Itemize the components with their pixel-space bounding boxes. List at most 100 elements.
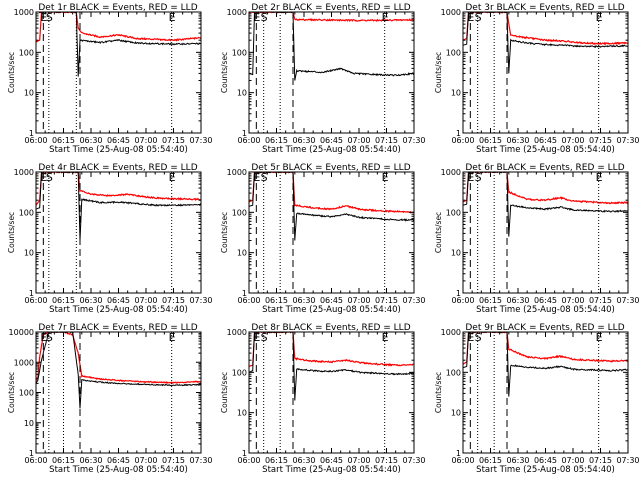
x-tick-label: 06:45 xyxy=(320,136,343,145)
x-tick-label: 07:00 xyxy=(134,136,157,145)
y-tick-label: 10 xyxy=(24,249,34,258)
y-tick-label: 100 xyxy=(446,208,461,217)
chart-title: Det 4r BLACK = Events, RED = LLD xyxy=(38,163,197,173)
time-marker-label: E xyxy=(253,331,260,344)
y-tick-label: 1 xyxy=(29,449,34,458)
x-tick-label: 06:00 xyxy=(451,296,474,305)
x-tick-label: 06:30 xyxy=(292,456,315,465)
y-tick-label: 100 xyxy=(19,389,34,398)
chart-title: Det 1r BLACK = Events, RED = LLD xyxy=(38,3,197,13)
y-tick-label: 1 xyxy=(456,449,461,458)
time-marker-label: E xyxy=(253,171,260,184)
x-tick-label: 06:45 xyxy=(534,136,557,145)
x-axis-label: Start Time (25-Aug-08 05:54:40) xyxy=(476,145,615,155)
y-tick-label: 1000 xyxy=(14,168,34,177)
x-tick-label: 06:00 xyxy=(237,136,260,145)
x-tick-label: 06:45 xyxy=(320,296,343,305)
x-tick-label: 07:30 xyxy=(189,296,212,305)
x-tick-label: 06:45 xyxy=(107,296,130,305)
x-axis-label: Start Time (25-Aug-08 05:54:40) xyxy=(262,305,401,315)
time-marker-label: E xyxy=(169,11,176,24)
y-axis-label: Counts/sec xyxy=(434,372,443,413)
y-tick-label: 1 xyxy=(242,129,247,138)
x-tick-label: 07:30 xyxy=(402,296,425,305)
x-tick-label: 07:15 xyxy=(375,296,398,305)
y-tick-label: 10 xyxy=(24,419,34,428)
y-axis-label: Counts/sec xyxy=(220,372,229,413)
y-tick-label: 100 xyxy=(19,48,34,57)
time-marker-label: S xyxy=(46,11,53,24)
y-tick-label: 1 xyxy=(242,289,247,298)
x-tick-label: 06:15 xyxy=(265,456,288,465)
x-tick-label: 07:00 xyxy=(561,136,584,145)
plot-frame xyxy=(35,171,202,294)
events-series-line xyxy=(36,12,201,77)
plot-frame xyxy=(248,171,415,294)
x-tick-label: 06:00 xyxy=(451,456,474,465)
y-tick-label: 1000 xyxy=(441,8,461,17)
lld-series-line xyxy=(249,12,414,23)
y-axis-label: Counts/sec xyxy=(220,212,229,253)
x-tick-label: 06:00 xyxy=(24,456,47,465)
x-axis-label: Start Time (25-Aug-08 05:54:40) xyxy=(476,465,615,475)
x-tick-label: 06:45 xyxy=(107,136,130,145)
time-marker-label: E xyxy=(382,331,389,344)
y-tick-label: 1000 xyxy=(227,328,247,337)
plot-frame xyxy=(35,11,202,134)
y-tick-label: 10 xyxy=(451,89,461,98)
x-tick-label: 07:30 xyxy=(189,136,212,145)
time-marker-label: S xyxy=(46,171,53,184)
y-tick-label: 10 xyxy=(451,409,461,418)
events-series-line xyxy=(463,172,628,237)
x-tick-label: 07:00 xyxy=(561,296,584,305)
time-marker-label: E xyxy=(467,171,474,184)
lld-series-line xyxy=(36,332,201,384)
x-tick-label: 06:15 xyxy=(52,296,75,305)
x-tick-label: 07:15 xyxy=(162,296,185,305)
x-tick-label: 06:00 xyxy=(24,136,47,145)
time-marker-label: S xyxy=(46,331,53,344)
x-tick-label: 06:30 xyxy=(292,136,315,145)
chart-title: Det 2r BLACK = Events, RED = LLD xyxy=(251,3,410,13)
y-tick-label: 100 xyxy=(232,48,247,57)
y-tick-label: 1000 xyxy=(14,358,34,367)
x-tick-label: 06:45 xyxy=(320,456,343,465)
x-tick-label: 07:00 xyxy=(134,456,157,465)
chart-title: Det 6r BLACK = Events, RED = LLD xyxy=(465,163,624,173)
time-marker-label: E xyxy=(40,11,47,24)
plot-frame xyxy=(462,171,629,294)
x-tick-label: 06:45 xyxy=(534,456,557,465)
x-axis-label: Start Time (25-Aug-08 05:54:40) xyxy=(262,465,401,475)
y-tick-label: 10 xyxy=(24,89,34,98)
x-tick-label: 06:00 xyxy=(237,456,260,465)
time-marker-label: E xyxy=(253,11,260,24)
lld-series-line xyxy=(249,332,414,367)
y-axis-label: Counts/sec xyxy=(220,52,229,93)
y-tick-label: 10000 xyxy=(9,328,34,337)
lld-series-line xyxy=(463,332,628,365)
y-axis-label: Counts/sec xyxy=(434,52,443,93)
x-tick-label: 07:15 xyxy=(589,456,612,465)
x-tick-label: 07:30 xyxy=(402,456,425,465)
y-tick-label: 1000 xyxy=(14,8,34,17)
x-tick-label: 07:00 xyxy=(347,296,370,305)
y-tick-label: 1 xyxy=(456,129,461,138)
events-series-line xyxy=(249,332,414,401)
time-marker-label: E xyxy=(169,331,176,344)
chart-title: Det 5r BLACK = Events, RED = LLD xyxy=(251,163,410,173)
x-tick-label: 06:15 xyxy=(52,136,75,145)
plot-frame xyxy=(248,331,415,454)
chart-title: Det 8r BLACK = Events, RED = LLD xyxy=(251,323,410,333)
x-tick-label: 06:00 xyxy=(451,136,474,145)
events-series-line xyxy=(463,332,628,397)
y-tick-label: 100 xyxy=(232,368,247,377)
y-tick-label: 100 xyxy=(446,48,461,57)
time-marker-label: E xyxy=(467,11,474,24)
time-marker-label: E xyxy=(596,171,603,184)
